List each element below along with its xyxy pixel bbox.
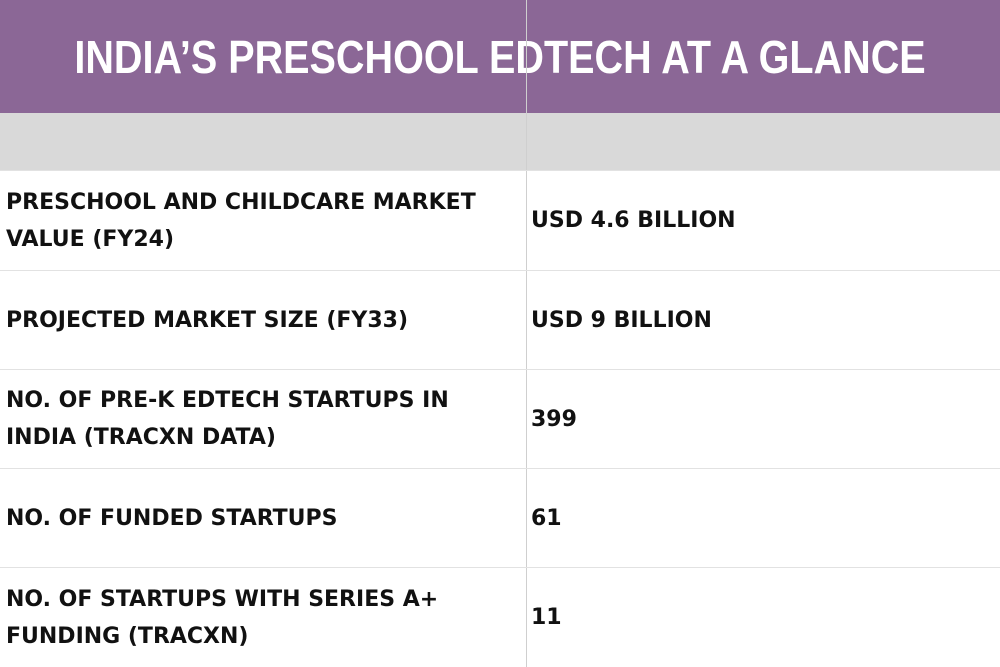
table-row: NO. OF FUNDED STARTUPS 61 (0, 468, 1000, 567)
row-value: 11 (531, 605, 562, 630)
header-band (0, 0, 1000, 113)
row-value: USD 9 BILLION (531, 307, 712, 333)
column-divider (526, 0, 527, 667)
gray-band (0, 113, 1000, 170)
row-label: PROJECTED MARKET SIZE (FY33) (6, 307, 409, 333)
table-row: NO. OF PRE-K EDTECH STARTUPS IN INDIA (T… (0, 369, 1000, 468)
row-label: PRESCHOOL AND CHILDCARE MARKET VALUE (FY… (6, 189, 476, 252)
row-value: USD 4.6 BILLION (531, 208, 736, 233)
row-value: 61 (531, 505, 562, 531)
row-label: NO. OF STARTUPS WITH SERIES A+ FUNDING (… (6, 586, 439, 649)
row-label: NO. OF FUNDED STARTUPS (6, 505, 338, 531)
row-label: NO. OF PRE-K EDTECH STARTUPS IN INDIA (T… (6, 388, 449, 450)
table-row: PROJECTED MARKET SIZE (FY33) USD 9 BILLIO… (0, 270, 1000, 369)
row-value: 399 (531, 406, 577, 432)
table-row: PRESCHOOL AND CHILDCARE MARKET VALUE (FY… (0, 170, 1000, 270)
title: INDIA’S PRESCHOOL EDTECH AT A GLANCE (74, 30, 926, 83)
table-row: NO. OF STARTUPS WITH SERIES A+ FUNDING (… (0, 567, 1000, 667)
